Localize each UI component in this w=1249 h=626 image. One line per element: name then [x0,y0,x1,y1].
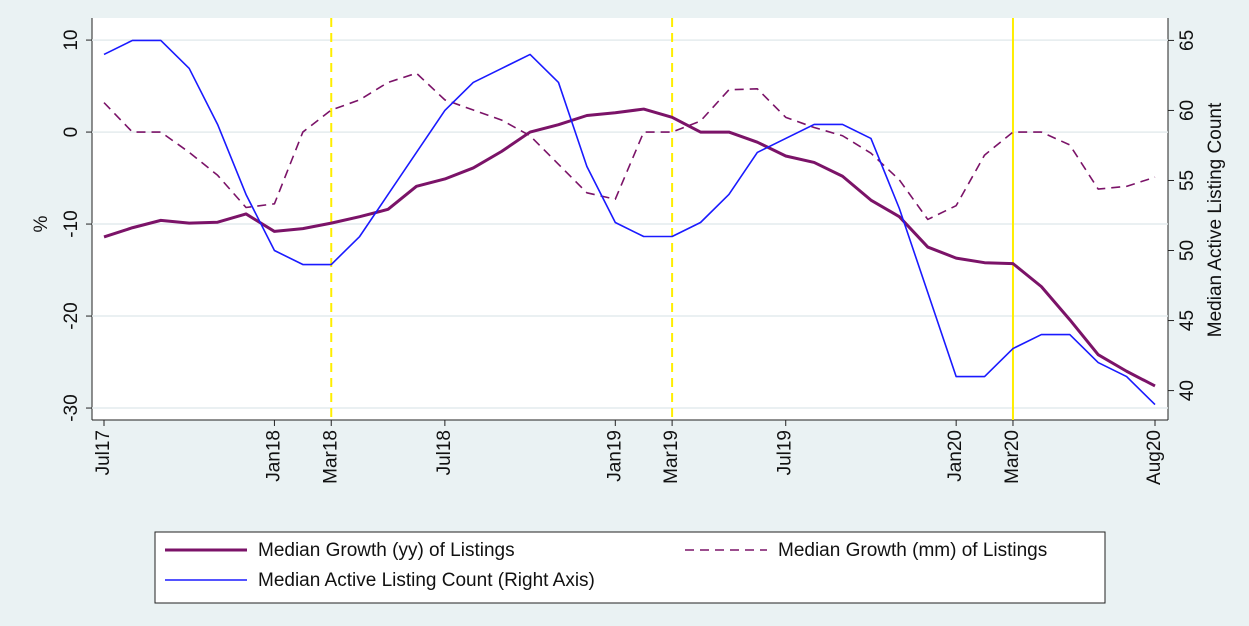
x-tick-label: Jan19 [604,430,625,482]
legend-label: Median Growth (yy) of Listings [258,540,515,561]
x-tick-label: Jul17 [93,430,114,475]
y2-tick-label: 40 [1177,380,1198,401]
y2-tick-label: 60 [1177,100,1198,121]
plot-area [92,18,1168,420]
x-tick-label: Mar19 [661,430,682,484]
y-tick-label: -30 [61,394,82,421]
y2-axis-label: Median Active Listing Count [1205,102,1226,337]
x-tick-label: Jan18 [263,430,284,482]
x-tick-label: Mar18 [320,430,341,484]
x-tick-label: Jul18 [434,430,455,475]
series-line [103,72,1156,221]
legend-label: Median Active Listing Count (Right Axis) [258,570,595,591]
y2-tick-label: 55 [1177,170,1198,191]
x-tick-label: Jan20 [945,430,966,482]
y2-tick-label: 50 [1177,240,1198,261]
series-line [103,107,1156,388]
y-axis-label: % [31,215,52,232]
y-tick-label: 10 [61,30,82,51]
legend [154,531,1106,604]
y-tick-label: -20 [61,302,82,329]
x-tick-label: Jul19 [775,430,796,475]
y-tick-label: 0 [61,127,82,138]
x-tick-label: Aug20 [1144,430,1165,485]
y-tick-label: -10 [61,210,82,237]
legend-label: Median Growth (mm) of Listings [778,540,1047,561]
x-tick-label: Mar20 [1002,430,1023,484]
series-line [103,39,1156,406]
y2-tick-label: 65 [1177,30,1198,51]
y2-tick-label: 45 [1177,310,1198,331]
